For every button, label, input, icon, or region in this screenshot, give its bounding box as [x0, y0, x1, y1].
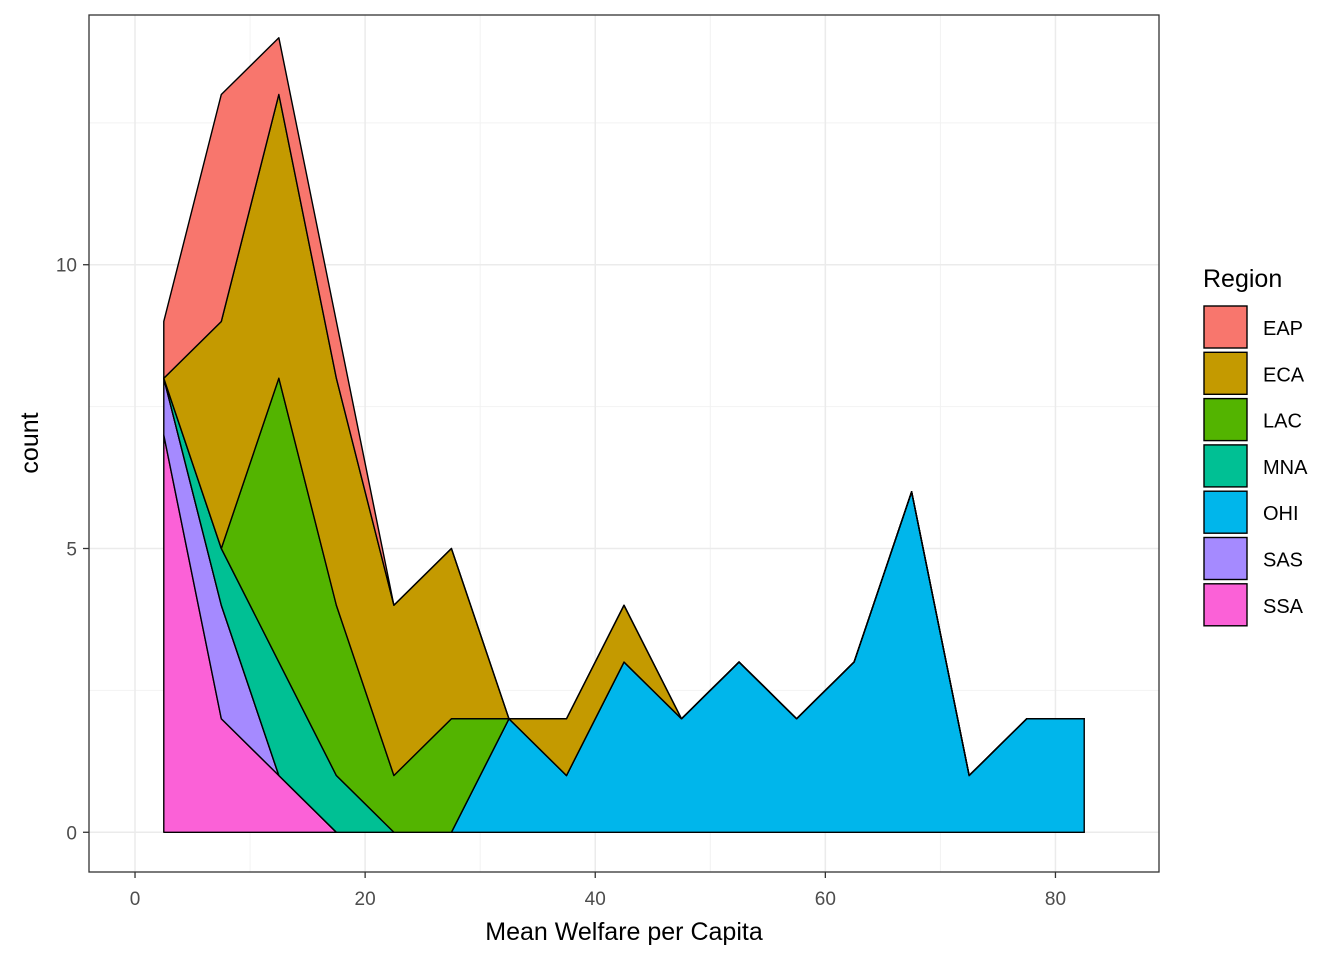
x-axis: 0 20 40 60 80 — [130, 872, 1066, 910]
y-tick-label: 0 — [66, 823, 77, 844]
legend-title: Region — [1203, 265, 1282, 293]
legend: Region EAP ECA LAC MNA OHI SAS SSA — [1203, 265, 1308, 627]
legend-key-ohi — [1203, 490, 1248, 534]
legend-key-sas — [1203, 536, 1248, 581]
x-tick-label: 80 — [1045, 889, 1066, 910]
legend-key-lac — [1203, 397, 1248, 442]
legend-key-eca — [1203, 351, 1248, 395]
legend-label-mna: MNA — [1263, 457, 1308, 479]
legend-label-sas: SAS — [1263, 550, 1303, 572]
legend-label-eap: EAP — [1263, 318, 1303, 340]
legend-label-lac: LAC — [1263, 411, 1302, 433]
legend-label-ssa: SSA — [1263, 596, 1304, 618]
x-tick-label: 20 — [355, 889, 376, 910]
area-eap — [163, 37, 1085, 777]
x-tick-label: 40 — [585, 889, 606, 910]
panel-border — [88, 14, 1160, 873]
x-tick-label: 0 — [130, 889, 141, 910]
legend-label-ohi: OHI — [1263, 503, 1299, 525]
legend-key-ssa — [1203, 583, 1248, 627]
legend-key-eap — [1203, 305, 1248, 349]
y-axis-title: count — [16, 412, 44, 473]
y-tick-label: 5 — [66, 539, 77, 560]
y-axis: 0 5 10 — [56, 256, 89, 844]
y-tick-label: 10 — [56, 256, 77, 277]
legend-label-eca: ECA — [1263, 364, 1305, 386]
x-tick-label: 60 — [815, 889, 836, 910]
legend-key-mna — [1203, 444, 1248, 488]
area-layers — [163, 37, 1085, 833]
x-axis-title: Mean Welfare per Capita — [485, 918, 763, 946]
